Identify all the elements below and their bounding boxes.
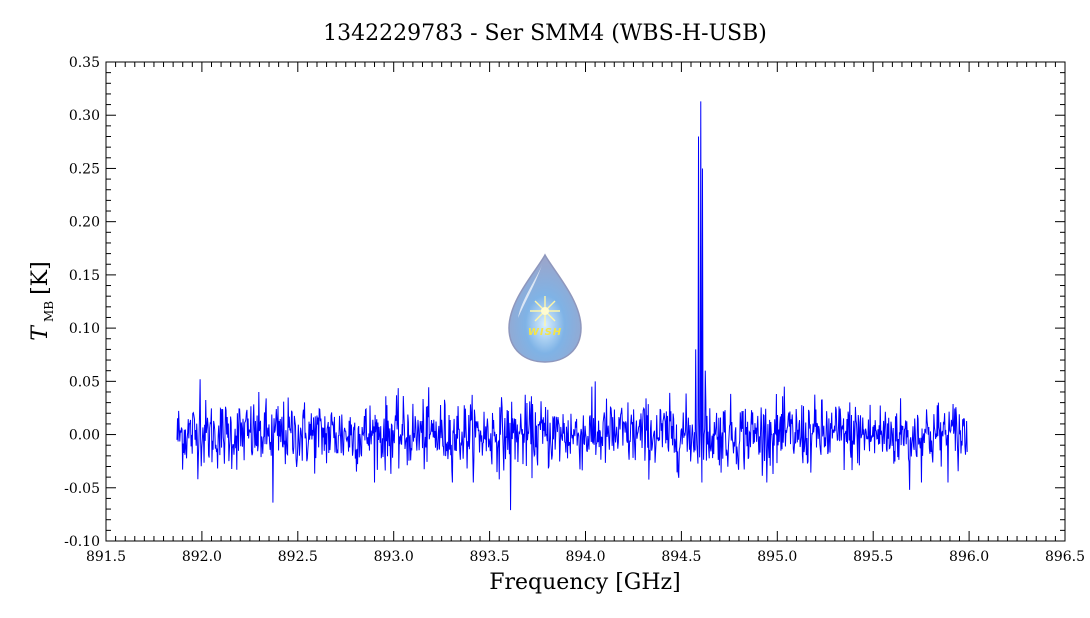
x-tick-label: 894.0: [565, 549, 605, 565]
y-tick-label: 0.25: [69, 161, 100, 177]
x-tick-label: 892.0: [182, 549, 222, 565]
y-tick-label: -0.05: [64, 481, 100, 497]
y-tick-labels: -0.10 -0.05 0.00 0.05 0.10 0.15 0.20 0.25 0.30 0.…: [64, 55, 100, 550]
x-axis-label: Frequency [GHz]: [489, 570, 681, 595]
x-tick-labels: 891.5 892.0 892.5 893.0 893.5 894.0 894.5 895.0…: [86, 549, 1085, 565]
x-tick-label: 896.5: [1045, 549, 1085, 565]
x-tick-label: 895.5: [853, 549, 893, 565]
major-ticks: [105, 61, 1066, 542]
x-tick-label: 893.0: [374, 549, 414, 565]
x-tick-label: 895.0: [757, 549, 797, 565]
y-tick-label: 0.20: [69, 215, 100, 231]
y-tick-label: 0.00: [69, 428, 100, 444]
y-tick-label: 0.30: [69, 108, 100, 124]
x-tick-label: 893.5: [470, 549, 510, 565]
y-tick-label: 0.05: [69, 374, 100, 390]
star-core: [541, 307, 549, 315]
minor-ticks: [106, 62, 1065, 541]
plot-area: 891.5 892.0 892.5 893.0 893.5 894.0 894.5 895.0…: [64, 55, 1085, 565]
y-tick-label: 0.35: [69, 55, 100, 71]
y-tick-label: 0.10: [69, 321, 100, 337]
x-tick-label: 894.5: [661, 549, 701, 565]
drop-highlight: [518, 265, 542, 318]
spectrum-line: [176, 101, 968, 511]
x-tick-label: 896.0: [949, 549, 989, 565]
y-tick-label: -0.10: [64, 534, 100, 550]
y-tick-label: 0.15: [69, 268, 100, 284]
chart-title: 1342229783 - Ser SMM4 (WBS-H-USB): [323, 21, 767, 46]
logo-text: WISH: [528, 327, 562, 338]
x-tick-label: 892.5: [278, 549, 318, 565]
x-tick-label: 891.5: [86, 549, 126, 565]
y-axis-label: TMB[K]: [28, 261, 56, 340]
wish-logo: WISH: [508, 253, 582, 363]
